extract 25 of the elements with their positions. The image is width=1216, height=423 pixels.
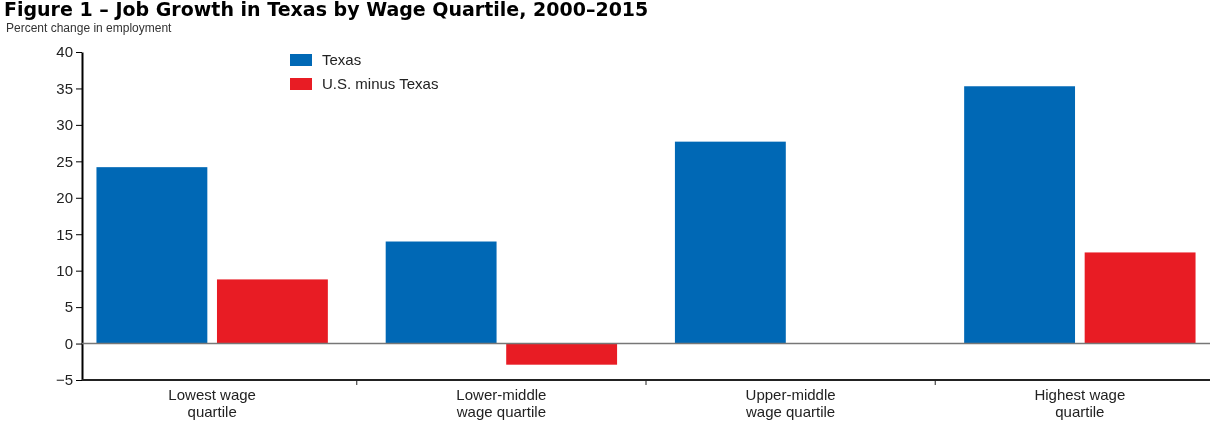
x-tick-label: Highest wage quartile xyxy=(1034,386,1126,420)
legend-label: Texas xyxy=(322,51,362,68)
y-tick-label: 10 xyxy=(56,261,73,279)
bar xyxy=(674,141,786,344)
y-tick-label: 40 xyxy=(56,43,73,61)
y-tick-label: 0 xyxy=(64,334,73,352)
bar xyxy=(96,167,208,344)
legend-label: U.S. minus Texas xyxy=(322,75,439,92)
y-tick-label: 35 xyxy=(56,79,73,97)
x-tick-label: Lower-middle wage quartile xyxy=(455,386,547,420)
bar xyxy=(385,241,497,344)
chart-title: Figure 1 – Job Growth in Texas by Wage Quartile, 2000–2015 xyxy=(4,0,649,20)
y-axis-title: Percent change in employment xyxy=(6,21,173,35)
bar xyxy=(1084,252,1196,344)
y-tick-label: 15 xyxy=(56,225,73,243)
y-tick-label: 5 xyxy=(64,298,73,316)
y-tick-label: −5 xyxy=(55,371,73,389)
y-tick-label: 25 xyxy=(56,152,73,170)
x-tick-label: Lowest wage quartile xyxy=(168,386,256,420)
y-tick-label: 30 xyxy=(56,116,73,134)
y-tick-label: 20 xyxy=(56,189,73,207)
bar xyxy=(964,86,1076,344)
bar xyxy=(216,279,328,344)
bar xyxy=(506,343,618,365)
x-tick-label: Upper-middle wage quartile xyxy=(745,386,836,420)
